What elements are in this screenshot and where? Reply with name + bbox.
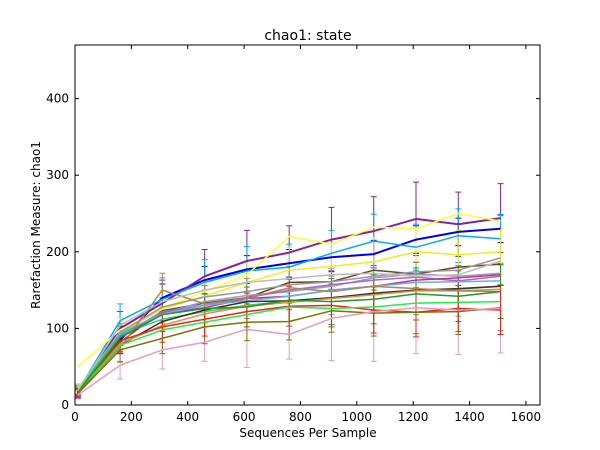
x-tick-label: 800: [289, 410, 312, 424]
series-line-1: [76, 217, 501, 391]
chart-title: chao1: state: [264, 28, 351, 44]
series-line-19: [77, 290, 501, 393]
y-axis-label: Rarefaction Measure: chao1: [29, 141, 43, 309]
series-line-2: [77, 234, 501, 392]
plot-area: [74, 181, 504, 400]
x-tick-label: 1400: [454, 410, 485, 424]
y-tick-label: 0: [61, 398, 69, 412]
series-line-6: [77, 257, 501, 393]
series-line-15: [77, 304, 501, 394]
x-tick-label: 1200: [398, 410, 429, 424]
x-tick-label: 400: [176, 410, 199, 424]
y-tick-label: 100: [46, 321, 69, 335]
y-tick-label: 400: [46, 92, 69, 106]
series-line-17: [77, 306, 501, 395]
axes-frame: [74, 44, 541, 406]
x-tick-label: 1600: [511, 410, 542, 424]
x-tick-label: 1000: [342, 410, 373, 424]
x-tick-label: 0: [71, 410, 79, 424]
y-tick-label: 200: [46, 245, 69, 259]
series-line-4: [77, 251, 501, 389]
series-line-16: [77, 300, 501, 392]
y-tick-label: 300: [46, 168, 69, 182]
axes: 0 200 400 600 800 1000 1200 1400 1600 0 100 200 300 4…: [46, 44, 542, 424]
series-line-10: [77, 280, 501, 391]
x-tick-label: 200: [120, 410, 143, 424]
series-line-20: [77, 260, 501, 391]
series-line-18: [77, 306, 501, 396]
x-tick-label: 600: [233, 410, 256, 424]
x-axis-label: Sequences Per Sample: [239, 426, 376, 440]
